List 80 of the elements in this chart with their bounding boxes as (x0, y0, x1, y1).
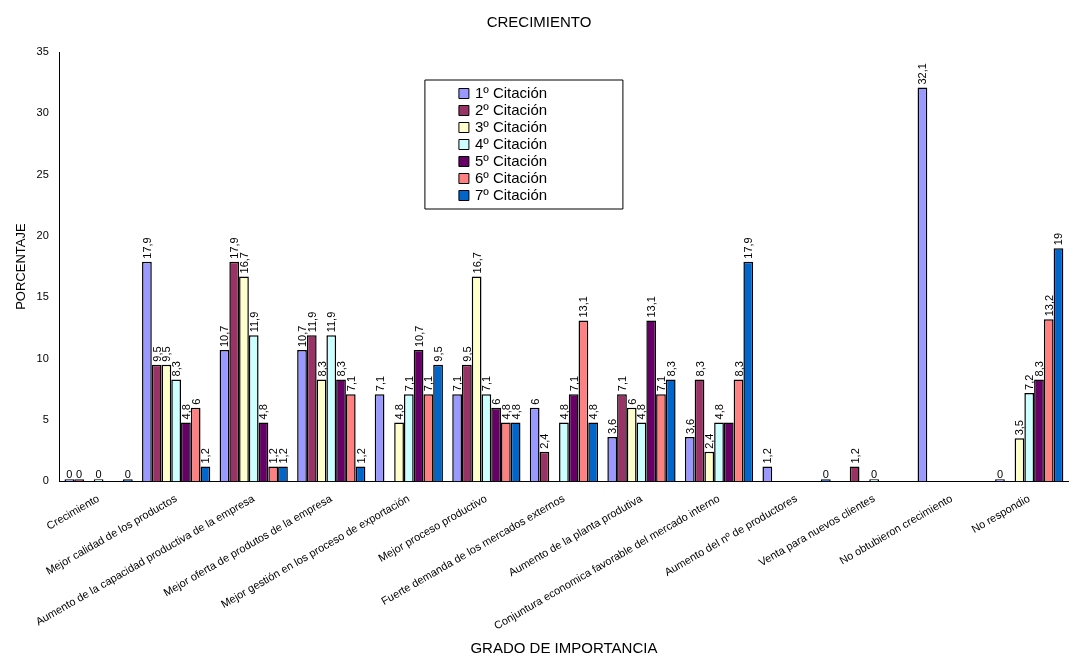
data-label: 7,2 (1023, 374, 1036, 390)
data-label: 32,1 (916, 63, 929, 85)
data-label: 10,7 (296, 325, 309, 348)
data-label: 1,2 (199, 448, 212, 464)
data-label: 4,8 (713, 404, 726, 420)
y-tick-label: 20 (36, 228, 49, 241)
y-tick-label: 25 (36, 167, 49, 180)
y-axis-title: PORCENTAJE (13, 223, 29, 310)
data-label: 4,8 (257, 404, 270, 420)
data-label: 3,6 (683, 418, 696, 435)
data-label: 7,1 (654, 375, 667, 392)
data-label: 17,9 (140, 237, 153, 259)
data-label: 8,3 (170, 361, 183, 377)
data-label: 7,1 (567, 375, 580, 392)
data-label: 2,4 (703, 433, 716, 449)
data-label: 7,1 (344, 375, 357, 392)
data-label: 6 (189, 398, 202, 405)
data-label: 4,8 (635, 404, 648, 420)
data-label: 0 (66, 467, 73, 480)
y-tick-label: 35 (36, 45, 49, 58)
legend-label: 6º Citación (474, 168, 548, 186)
data-label: 0 (822, 467, 829, 480)
data-label: 11,9 (247, 311, 260, 333)
data-label: 13,1 (577, 296, 590, 318)
data-label: 8,3 (1032, 361, 1045, 377)
data-label: 9,5 (432, 346, 445, 362)
data-label: 7,1 (451, 375, 464, 392)
data-label: 11,9 (325, 311, 338, 333)
data-label: 3,6 (606, 418, 619, 435)
legend-label: 5º Citación (474, 151, 548, 169)
data-label: 1,2 (354, 448, 367, 464)
data-label: 7,1 (373, 375, 386, 392)
data-label: 13,1 (645, 296, 658, 318)
legend-label: 3º Citación (474, 117, 548, 135)
data-label: 0 (996, 467, 1004, 480)
data-label: 0 (871, 467, 878, 480)
data-label: 7,1 (615, 375, 628, 392)
data-label: 16,7 (470, 252, 483, 274)
legend-label: 4º Citación (474, 134, 548, 152)
data-label: 2,4 (538, 433, 551, 449)
x-axis-title: GRADO DE IMPORTANCIA (470, 639, 658, 657)
data-label: 0 (76, 467, 83, 480)
data-label: 8,3 (693, 361, 706, 377)
data-label: 1,2 (761, 448, 774, 464)
data-label: 17,9 (742, 237, 755, 259)
data-label: 8,3 (664, 361, 677, 377)
data-label: 1,2 (267, 448, 280, 464)
data-label: 7,1 (402, 375, 415, 392)
data-label: 10,7 (412, 325, 425, 348)
data-label: 8,3 (335, 361, 348, 377)
data-label: 19 (1052, 232, 1065, 246)
data-label: 4,8 (557, 404, 570, 420)
y-tick-label: 15 (36, 290, 49, 303)
data-label: 6 (625, 398, 638, 405)
data-label: 0 (124, 467, 131, 480)
data-label: 10,7 (218, 325, 231, 348)
data-label: 6 (490, 398, 503, 405)
data-label: 1,2 (848, 448, 861, 464)
data-label: 0 (95, 467, 102, 480)
data-label: 4,8 (587, 404, 600, 420)
data-label: 7,1 (422, 375, 435, 392)
data-label: 13,2 (1042, 294, 1055, 317)
data-label: 6 (528, 398, 541, 405)
legend-label: 2º Citación (474, 100, 548, 118)
data-label: 8,3 (315, 361, 328, 377)
data-label: 4,8 (393, 404, 406, 420)
data-label: 3,5 (1013, 420, 1026, 436)
data-label: 7,1 (480, 375, 493, 392)
legend-label: 1º Citación (474, 83, 548, 101)
data-label: 9,5 (460, 346, 473, 362)
y-tick-label: 10 (36, 351, 49, 364)
y-tick-label: 5 (42, 412, 49, 425)
data-label: 8,3 (732, 361, 745, 377)
y-tick-label: 0 (42, 474, 49, 487)
data-label: 4,8 (179, 404, 192, 420)
chart-title: CRECIMIENTO (486, 13, 592, 31)
data-label: 4,8 (499, 404, 512, 420)
data-label: 9,5 (150, 346, 163, 362)
y-tick-label: 30 (36, 106, 49, 119)
legend-label: 7º Citación (474, 185, 548, 203)
